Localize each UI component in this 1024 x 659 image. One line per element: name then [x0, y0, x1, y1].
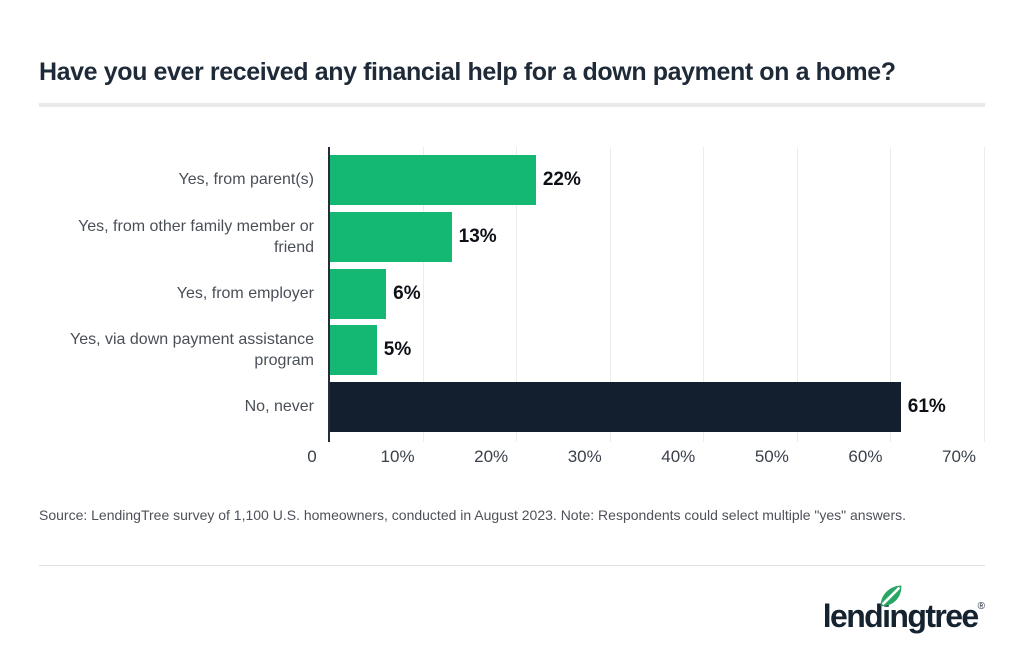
category-label: Yes, from employer [176, 284, 314, 302]
x-axis-ticks: 0 10% 20% 30% 40% 50% 60% 70% [307, 447, 983, 469]
chart-row: Yes, from parent(s) 22% [39, 155, 985, 205]
x-tick-label: 50% [754, 447, 789, 466]
title-divider [39, 103, 985, 107]
footer-divider [39, 565, 985, 566]
category-label: No, never [244, 398, 314, 416]
leaf-icon [880, 585, 902, 607]
bar-track: 5% [330, 325, 985, 376]
gridline [890, 147, 892, 442]
category-label: Yes, from parent(s) [178, 171, 314, 189]
logo-registered-mark: ® [977, 601, 985, 612]
lendingtree-logo: lendingtree® [822, 585, 985, 638]
chart-row: Yes, via down payment assistance program… [39, 325, 985, 376]
gridline [422, 147, 424, 442]
x-tick-label: 20% [474, 447, 509, 466]
gridline [984, 147, 985, 442]
bar [330, 155, 536, 205]
bar-value-label: 6% [393, 282, 421, 304]
bar-track: 6% [330, 268, 985, 319]
bar [330, 325, 377, 376]
gridline [796, 147, 798, 442]
gridline [609, 147, 611, 442]
bar-track: 61% [330, 382, 985, 432]
footer: lendingtree® [39, 585, 985, 638]
source-note: Source: LendingTree survey of 1,100 U.S.… [39, 507, 907, 523]
bar-track: 13% [330, 211, 985, 262]
bar-value-label: 22% [542, 169, 581, 190]
bar [330, 211, 452, 262]
bar-value-label: 13% [458, 225, 497, 247]
chart-row: No, never 61% [39, 382, 985, 432]
chart-row: Yes, from employer 6% [39, 268, 985, 319]
gridline [516, 147, 518, 442]
bar-track: 22% [330, 155, 985, 205]
bar-chart: Yes, from parent(s) 22% Yes, from other fa… [39, 147, 985, 467]
x-tick-label: 0 [307, 447, 317, 466]
x-tick-label: 40% [661, 447, 696, 466]
bar [330, 382, 901, 432]
chart-row: Yes, from other family member or friend 1… [39, 211, 985, 262]
gridline [703, 147, 705, 442]
chart-rows: Yes, from parent(s) 22% Yes, from other fa… [39, 155, 985, 439]
bar-value-label: 5% [383, 339, 412, 361]
x-tick-label: 10% [380, 447, 415, 466]
bar [330, 268, 387, 319]
x-tick-label: 30% [567, 447, 602, 466]
x-tick-label: 70% [941, 447, 977, 466]
x-tick-label: 60% [848, 447, 883, 466]
category-label: Yes, from other family member or friend [78, 217, 314, 256]
chart-plot-area [328, 147, 985, 442]
page-title: Have you ever received any financial hel… [39, 58, 896, 86]
category-label: Yes, via down payment assistance program [70, 331, 314, 370]
logo-text: lendingtree [822, 598, 979, 634]
bar-value-label: 61% [907, 396, 946, 417]
